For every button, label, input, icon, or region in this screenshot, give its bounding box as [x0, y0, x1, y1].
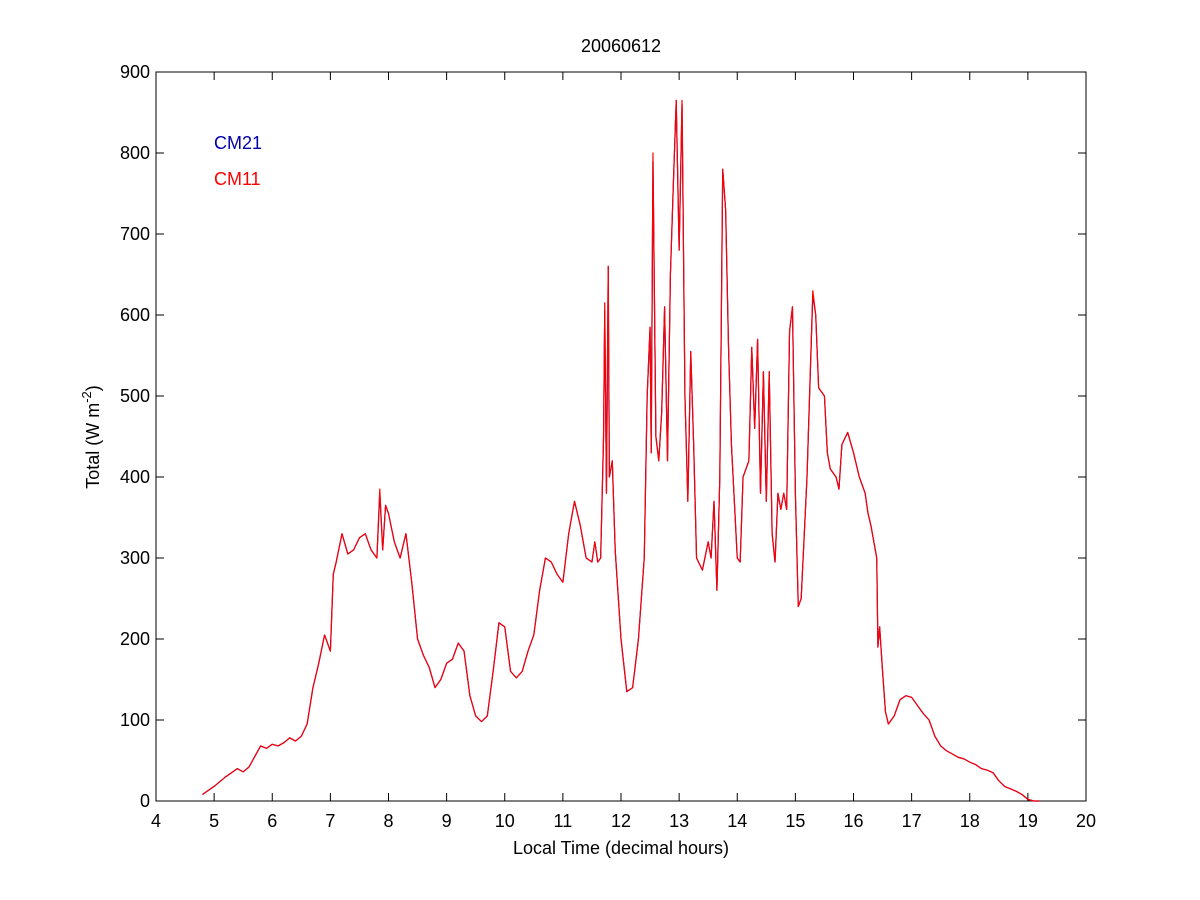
y-tick-label: 400 [120, 467, 150, 487]
y-tick-label: 600 [120, 305, 150, 325]
x-tick-label: 10 [495, 811, 515, 831]
data-line [202, 99, 1040, 802]
y-tick-label: 700 [120, 224, 150, 244]
y-tick-label: 100 [120, 710, 150, 730]
x-tick-label: 17 [902, 811, 922, 831]
legend-label: CM21 [214, 133, 262, 153]
x-tick-label: 16 [843, 811, 863, 831]
x-tick-label: 7 [325, 811, 335, 831]
legend-label: CM11 [214, 169, 261, 189]
y-axis-label-tail: ) [83, 385, 103, 391]
x-tick-label: 14 [727, 811, 747, 831]
x-tick-label: 4 [151, 811, 161, 831]
x-tick-label: 5 [209, 811, 219, 831]
x-tick-label: 6 [267, 811, 277, 831]
y-tick-label: 200 [120, 629, 150, 649]
chart-title: 20060612 [581, 36, 661, 56]
x-tick-label: 15 [785, 811, 805, 831]
x-tick-label: 13 [669, 811, 689, 831]
y-tick-label: 800 [120, 143, 150, 163]
plot-frame [155, 71, 1087, 802]
x-tick-label: 11 [554, 811, 573, 831]
x-tick-label: 18 [960, 811, 980, 831]
y-axis-label-text: Total (W m [83, 403, 103, 489]
x-tick-label: 12 [611, 811, 631, 831]
x-tick-label: 9 [442, 811, 452, 831]
y-tick-label: 500 [120, 386, 150, 406]
y-axis-label: Total (W m-2) [79, 385, 103, 489]
y-axis-label-sup: -2 [79, 391, 94, 403]
y-tick-label: 0 [140, 791, 150, 811]
x-tick-label: 19 [1018, 811, 1038, 831]
x-tick-label: 20 [1076, 811, 1096, 831]
x-tick-label: 8 [383, 811, 393, 831]
y-tick-label: 900 [120, 62, 150, 82]
y-tick-label: 300 [120, 548, 150, 568]
x-axis-label: Local Time (decimal hours) [513, 838, 729, 858]
